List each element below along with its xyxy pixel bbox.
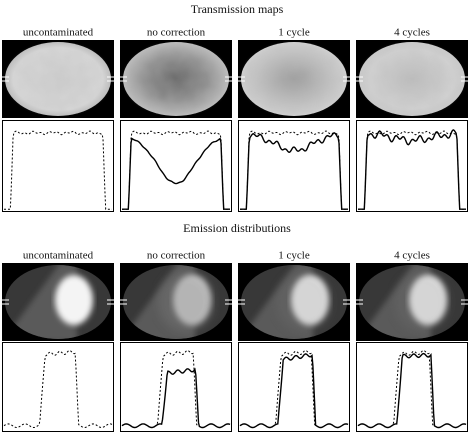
- image-panel: [238, 40, 350, 118]
- column-label: 4 cycles: [394, 27, 430, 39]
- emission: [241, 265, 347, 339]
- profile-frame: [120, 342, 232, 432]
- profile-panel: [356, 342, 468, 432]
- hot-region: [55, 275, 93, 325]
- reference-profile: [358, 130, 466, 210]
- profile: [121, 367, 231, 429]
- dim-region: [5, 265, 77, 339]
- reference-profile: [121, 349, 231, 429]
- image-panel: [120, 263, 232, 341]
- reference-profile: [122, 130, 230, 210]
- reference-profile: [240, 130, 348, 210]
- profile: [240, 132, 348, 210]
- profile-panel: [120, 342, 232, 432]
- emission: [5, 265, 111, 339]
- marker: [238, 76, 350, 82]
- image-panel: [238, 263, 350, 341]
- reference-profile: [4, 130, 112, 210]
- marker: [356, 76, 468, 82]
- profile-frame: [2, 342, 114, 432]
- reference-profile: [3, 349, 113, 429]
- texture: [6, 43, 110, 115]
- profile-frame: [2, 120, 114, 212]
- reference-profile: [239, 349, 349, 429]
- profile: [357, 352, 467, 429]
- column-label: 1 cycle: [278, 250, 310, 262]
- profile-panel: [238, 342, 350, 432]
- texture: [124, 43, 228, 115]
- image-panel: [356, 263, 468, 341]
- marker: [2, 76, 114, 82]
- section-title: Transmission maps: [191, 2, 284, 16]
- halo: [276, 272, 332, 332]
- profile-panel: [2, 342, 114, 432]
- profile-frame: [238, 342, 350, 432]
- column-label: no correction: [147, 27, 206, 39]
- profile-panel: [238, 120, 350, 212]
- profile: [358, 129, 466, 210]
- column-label: 1 cycle: [278, 27, 310, 39]
- profile-panel: [120, 120, 232, 212]
- profile-frame: [120, 120, 232, 212]
- reference-profile: [357, 349, 467, 429]
- texture: [242, 43, 346, 115]
- emission: [359, 265, 465, 339]
- marker: [238, 299, 350, 305]
- profile-frame: [356, 120, 468, 212]
- texture: [360, 43, 464, 115]
- halo: [394, 272, 450, 332]
- profile-panel: [2, 120, 114, 212]
- profile-frame: [356, 342, 468, 432]
- image-panel: [120, 40, 232, 118]
- column-label: uncontaminated: [23, 250, 94, 262]
- emission: [123, 265, 229, 339]
- marker: [2, 299, 114, 305]
- halo: [158, 272, 214, 332]
- marker: [356, 299, 468, 305]
- section-title: Emission distributions: [183, 221, 291, 235]
- column-label: uncontaminated: [23, 27, 94, 39]
- profile: [122, 137, 230, 210]
- profile-panel: [356, 120, 468, 212]
- marker: [120, 299, 232, 305]
- marker: [120, 76, 232, 82]
- image-panel: [2, 263, 114, 341]
- image-panel: [356, 40, 468, 118]
- profile: [239, 353, 349, 429]
- column-label: 4 cycles: [394, 250, 430, 262]
- column-label: no correction: [147, 250, 206, 262]
- image-panel: [2, 40, 114, 118]
